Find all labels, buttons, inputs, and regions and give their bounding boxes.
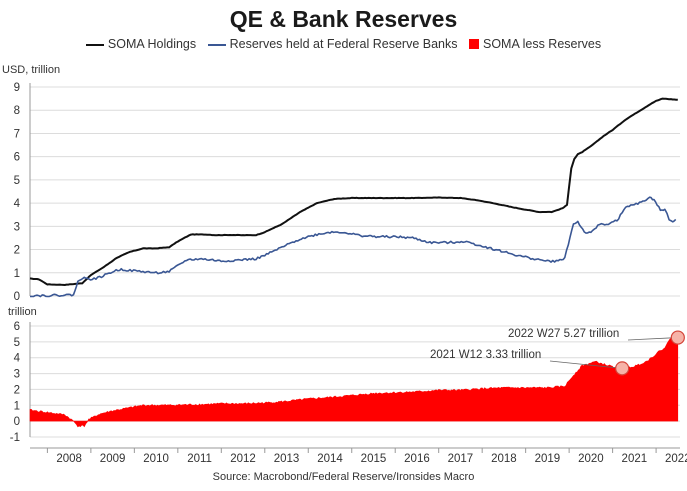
annotation-marker-2 [670, 330, 685, 345]
bottom-y-tick-label: -1 [10, 432, 20, 444]
bottom-panel-unit-label: trillion [8, 306, 37, 318]
annotation-marker-1 [615, 361, 630, 376]
x-tick-label-2021: 2021 [622, 453, 648, 465]
legend-swatch-reserves [207, 43, 226, 46]
reserves-line [30, 196, 677, 298]
x-tick-label-2011: 2011 [187, 453, 212, 465]
bottom-y-tick-label: 3 [14, 369, 20, 381]
annotation-label-1: 2021 W12 3.33 trillion [430, 349, 541, 361]
legend-swatch-soma [85, 43, 104, 46]
legend-item-reserves: Reserves held at Federal Reserve Banks [207, 37, 458, 51]
legend-label-reserves: Reserves held at Federal Reserve Banks [229, 37, 458, 51]
x-tick-label-2015: 2015 [361, 453, 387, 465]
x-tick-label-2022: 2022 [665, 453, 687, 465]
legend-label-soma-less-reserves: SOMA less Reserves [483, 37, 602, 51]
x-tick-label-2017: 2017 [448, 453, 474, 465]
bottom-y-tick-label: 1 [14, 400, 20, 412]
bottom-y-tick-label: 5 [14, 337, 20, 349]
top-y-tick-label: 0 [14, 291, 20, 303]
top-y-tick-label: 9 [14, 82, 20, 94]
top-panel-unit-label: USD, trillion [2, 64, 61, 76]
annotation-label-2: 2022 W27 5.27 trillion [508, 328, 619, 340]
top-y-tick-label: 6 [14, 152, 20, 164]
x-tick-label-2020: 2020 [578, 453, 604, 465]
chart-title: QE & Bank Reserves [229, 6, 458, 32]
x-tick-label-2010: 2010 [143, 453, 169, 465]
chart-legend: SOMA Holdings Reserves held at Federal R… [0, 37, 687, 51]
x-tick-label-2019: 2019 [535, 453, 561, 465]
bottom-y-tick-label: 2 [14, 384, 20, 396]
x-tick-label-2008: 2008 [56, 453, 82, 465]
annotation-leader-2 [627, 337, 678, 341]
legend-item-soma-less-reserves: SOMA less Reserves [469, 37, 601, 51]
top-y-tick-label: 3 [14, 221, 20, 233]
top-y-tick-label: 1 [14, 268, 20, 280]
x-tick-label-2014: 2014 [317, 453, 343, 465]
x-tick-label-2016: 2016 [404, 453, 430, 465]
legend-label-soma: SOMA Holdings [107, 37, 197, 51]
top-y-tick-label: 5 [14, 175, 20, 187]
top-y-tick-label: 7 [14, 128, 20, 140]
source-note: Source: Macrobond/Federal Reserve/Ironsi… [212, 471, 475, 483]
legend-item-soma: SOMA Holdings [85, 37, 197, 51]
x-tick-label-2009: 2009 [100, 453, 126, 465]
annotation-leader-1 [549, 360, 623, 369]
soma-less-reserves-area [29, 337, 679, 428]
x-tick-label-2012: 2012 [230, 453, 256, 465]
bottom-y-tick-label: 4 [14, 353, 21, 365]
bottom-y-tick-label: 6 [14, 321, 20, 333]
soma-holdings-line [29, 97, 678, 286]
top-y-tick-label: 8 [14, 105, 20, 117]
top-y-tick-label: 2 [14, 245, 20, 257]
bottom-y-tick-label: 0 [14, 416, 20, 428]
x-tick-label-2013: 2013 [274, 453, 300, 465]
x-tick-label-2018: 2018 [491, 453, 517, 465]
legend-swatch-soma-less-reserves [469, 39, 479, 49]
top-y-tick-label: 4 [14, 198, 21, 210]
